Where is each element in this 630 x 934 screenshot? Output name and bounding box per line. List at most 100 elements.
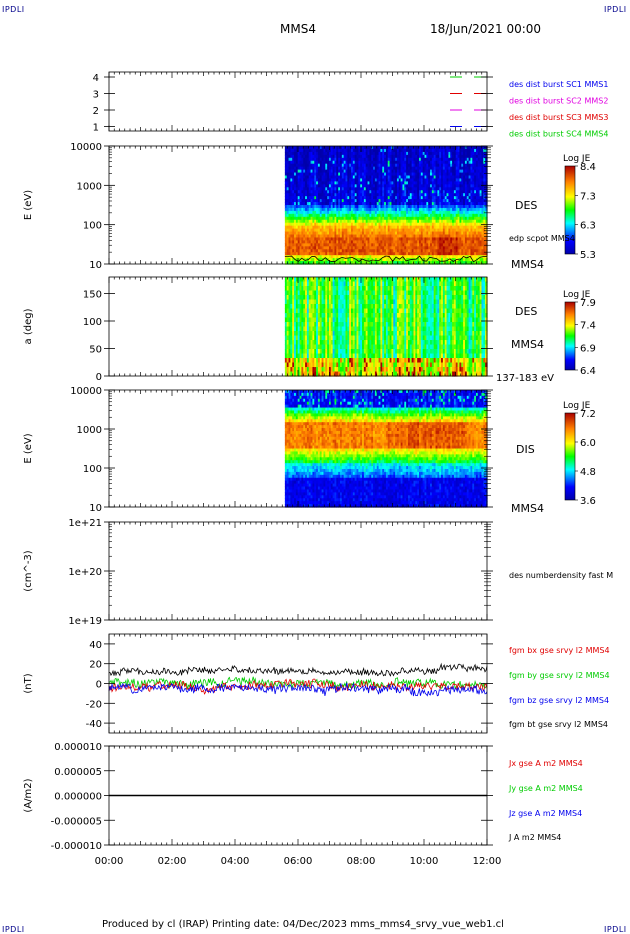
spectrogram-cell: [303, 148, 306, 153]
spectrogram-cell: [409, 246, 413, 250]
spectrogram-cell: [292, 299, 295, 305]
spectrogram-cell: [336, 249, 339, 253]
spectrogram-cell: [391, 196, 394, 200]
spectrogram-cell: [358, 175, 361, 180]
spectrogram-cell: [363, 199, 367, 203]
spectrogram-cell: [325, 258, 328, 262]
spectrogram-cell: [294, 151, 297, 156]
spectrogram-cell: [455, 225, 459, 230]
spectrogram-cell: [384, 210, 387, 215]
spectrogram-cell: [306, 148, 310, 153]
spectrogram-cell: [380, 151, 383, 156]
spectrogram-cell: [380, 210, 383, 215]
spectrogram-cell: [303, 255, 306, 259]
spectrogram-cell: [317, 154, 321, 159]
spectrogram-cell: [295, 222, 299, 227]
spectrogram-cell: [400, 196, 404, 200]
spectrogram-cell: [286, 157, 290, 162]
spectrogram-cell: [341, 231, 345, 236]
spectrogram-cell: [413, 151, 416, 156]
spectrogram-cell: [387, 219, 391, 224]
spectrogram-cell: [396, 154, 400, 159]
spectrogram-cell: [417, 199, 420, 203]
spectrogram-cell: [299, 281, 303, 287]
spectrogram-cell: [393, 187, 396, 191]
spectrogram-cell: [452, 249, 455, 253]
spectrogram-cell: [332, 237, 336, 241]
spectrogram-cell: [406, 225, 409, 230]
spectrogram-cell: [338, 231, 341, 236]
spectrogram-cell: [380, 216, 383, 221]
spectrogram-cell: [299, 181, 303, 185]
spectrogram-cell: [433, 163, 437, 168]
spectrogram-cell: [384, 213, 387, 218]
spectrogram-cell: [358, 193, 361, 197]
spectrogram-cell: [303, 169, 306, 174]
spectrogram-cell: [323, 231, 326, 236]
spectrogram-cell: [305, 169, 308, 174]
spectrogram-cell: [428, 148, 431, 153]
spectrogram-cell: [301, 252, 304, 256]
spectrogram-cell: [308, 340, 312, 346]
spectrogram-cell: [330, 210, 334, 215]
spectrogram-cell: [341, 246, 345, 250]
spectrogram-cell: [332, 210, 336, 215]
spectrogram-cell: [290, 225, 293, 230]
spectrogram-cell: [288, 237, 291, 241]
spectrogram-cell: [363, 240, 367, 244]
spectrogram-cell: [435, 231, 438, 236]
spectrogram-cell: [474, 157, 477, 162]
spectrogram-cell: [345, 207, 348, 212]
spectrogram-cell: [384, 196, 387, 200]
spectrogram-cell: [479, 202, 483, 206]
spectrogram-cell: [349, 210, 352, 215]
spectrogram-cell: [374, 243, 378, 247]
spectrogram-cell: [417, 151, 420, 156]
spectrogram-cell: [284, 172, 288, 177]
spectrogram-cell: [400, 148, 404, 153]
spectrogram-cell: [303, 277, 306, 283]
spectrogram-cell: [474, 255, 477, 259]
spectrogram-cell: [396, 157, 400, 162]
spectrogram-cell: [430, 166, 433, 171]
spectrogram-cell: [402, 181, 405, 185]
spectrogram-cell: [327, 178, 330, 182]
spectrogram-cell: [393, 172, 396, 177]
spectrogram-cell: [294, 193, 297, 197]
spectrogram-cell: [292, 231, 295, 236]
spectrogram-cell: [347, 222, 350, 227]
spectrogram-cell: [347, 193, 350, 197]
spectrogram-cell: [382, 199, 385, 203]
spectrogram-cell: [411, 163, 415, 168]
spectrogram-cell: [295, 340, 299, 346]
spectrogram-cell: [292, 213, 295, 218]
spectrogram-cell: [330, 199, 334, 203]
spectrogram-cell: [430, 258, 433, 262]
spectrogram-cell: [384, 193, 387, 197]
spectrogram-cell: [446, 151, 450, 156]
spectrogram-cell: [393, 199, 396, 203]
spectrogram-cell: [426, 196, 429, 200]
spectrogram-cell: [306, 172, 310, 177]
spectrogram-cell: [286, 216, 290, 221]
spectrogram-cell: [468, 157, 472, 162]
spectrogram-cell: [430, 243, 433, 247]
spectrogram-cell: [477, 222, 481, 227]
spectrogram-cell: [420, 193, 424, 197]
spectrogram-cell: [341, 172, 345, 177]
spectrogram-cell: [358, 163, 361, 168]
spectrogram-cell: [442, 193, 446, 197]
spectrogram-cell: [466, 187, 470, 191]
spectrogram-cell: [317, 151, 321, 156]
spectrogram-cell: [308, 295, 312, 301]
spectrogram-cell: [336, 261, 339, 265]
spectrogram-cell: [316, 199, 319, 203]
spectrogram-cell: [334, 243, 337, 247]
spectrogram-cell: [380, 231, 383, 236]
spectrogram-cell: [294, 252, 297, 256]
spectrogram-cell: [327, 326, 330, 332]
spectrogram-cell: [376, 207, 380, 212]
spectrogram-cell: [358, 157, 361, 162]
spectrogram-cell: [328, 231, 332, 236]
spectrogram-cell: [308, 169, 312, 174]
